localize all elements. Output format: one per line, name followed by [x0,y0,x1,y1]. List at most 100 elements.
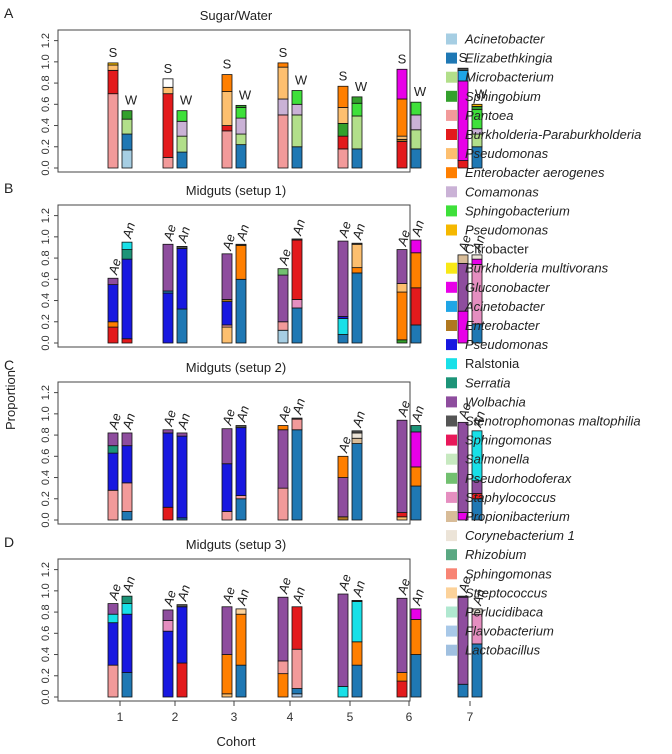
bar-segment [351,432,363,439]
bar-segment [277,62,289,68]
legend-item: Pseudomonas [446,146,549,161]
chart-panel-a: A Sugar/Water0.00.20.40.60.81.01.2SWSWSWS… [4,5,488,176]
panel-title: Midguts (setup 2) [186,360,286,375]
legend-swatch [446,377,457,389]
bar-group-label: W [414,84,427,99]
plot-frame [57,29,411,173]
plot-frame [57,204,411,348]
bar-1-w [121,110,133,169]
y-tick-label: 1.0 [40,229,52,244]
bar-segment [277,321,289,331]
plot-frame [57,381,411,525]
y-axis-label: Proportion [3,370,18,430]
bar-5-ae [337,240,349,344]
bar-4-an [291,238,303,344]
bar-segment [410,129,422,150]
bar-group-label: Ae [160,223,179,243]
bar-segment [176,435,188,519]
panel-title: Midguts (setup 3) [186,537,286,552]
legend-label: Elizabethkingia [465,51,552,66]
chart-panel-c: C Midguts (setup 2) 0.0 0.2 0.4 0.6 0.8 1.0 1.2 A… [4,357,488,528]
legend-label: Sphingomonas [465,433,552,448]
bar-segment [291,146,303,169]
bar-group-label: Ae [275,404,294,424]
bar-group-label: An [119,575,138,595]
y-tick-label: 1.0 [40,583,52,598]
bar-segment [107,603,119,615]
bar-segment [337,123,349,137]
bar-segment [121,613,133,673]
y-tick-label: 0.4 [40,118,52,133]
bar-segment [410,252,422,289]
bar-7-ae [457,254,469,344]
legend-item: Stenotrophomonas maltophilia [446,414,641,429]
legend-item: Perlucidibaca [446,605,543,620]
bar-6-ae [396,597,408,698]
bar-segment [396,68,408,100]
bar-segment [107,69,119,95]
legend-item: Enterobacter [446,318,540,333]
bar-segment [410,239,422,254]
bar-group-label: An [469,587,488,607]
legend-swatch [446,205,457,217]
bar-segment [337,240,349,317]
x-tick-label: 3 [231,710,238,724]
bar-3-w [235,104,247,169]
legend-label: Salmonella [465,452,529,467]
bar-segment [277,660,289,675]
legend-swatch [446,300,457,312]
bar-segment [107,93,119,169]
bar-group-label: An [408,404,427,424]
legend-swatch [446,549,457,561]
legend-swatch [445,243,458,256]
bar-group-label: An [174,225,193,245]
bar-segment [121,133,133,151]
bar-segment [337,85,349,108]
bar-segment [121,432,133,447]
bar-segment [176,432,188,437]
bar-6-s [396,68,408,169]
legend-item: Acinetobacter [446,299,545,314]
legend-item: Pseudomonas [446,337,549,352]
legend-swatch [446,415,457,427]
bar-group-label: S [459,50,468,65]
bar-5-an [351,242,363,344]
bar-group-label: Ae [394,228,413,248]
legend-label: Enterobacter [465,318,540,333]
legend-swatch [446,511,457,522]
bar-segment [162,292,174,344]
legend-swatch [446,644,457,656]
bar-3-ae [221,253,233,344]
bar-group-label: W [125,93,138,108]
bar-segment [410,425,422,433]
y-tick-label: 1.2 [40,33,52,48]
bar-segment [277,268,289,276]
legend-swatch [446,129,457,140]
legend-swatch [446,625,457,637]
bar-segment [351,272,363,344]
bar-4-ae [277,268,289,344]
bar-segment [337,107,349,124]
bar-segment [410,114,422,131]
legend-swatch [446,148,457,160]
legend-item: Burkholderia multivorans [446,261,609,276]
bar-group-label: Ae [455,575,474,595]
x-tick-label: 6 [406,710,413,724]
y-tick-label: 1.2 [40,385,52,400]
legend-swatch [446,606,457,618]
bar-group-label: S [223,57,232,72]
bar-segment [107,445,119,454]
bar-1-s [107,62,119,169]
bar-segment [351,437,363,444]
y-tick-label: 0.2 [40,314,52,329]
bar-segment [176,110,188,122]
chart-panel-b: B Midguts (setup 1) 0.0 0.2 0.4 0.6 0.8 1.0 1.2 A… [4,180,488,351]
bar-segment [107,64,119,71]
bar-segment [396,516,408,521]
bar-4-w [291,90,303,169]
bar-segment [162,156,174,169]
y-tick-label: 0.0 [40,512,52,527]
bar-group-label: An [408,219,427,239]
bar-5-an [351,430,363,521]
bar-segment [235,107,247,119]
